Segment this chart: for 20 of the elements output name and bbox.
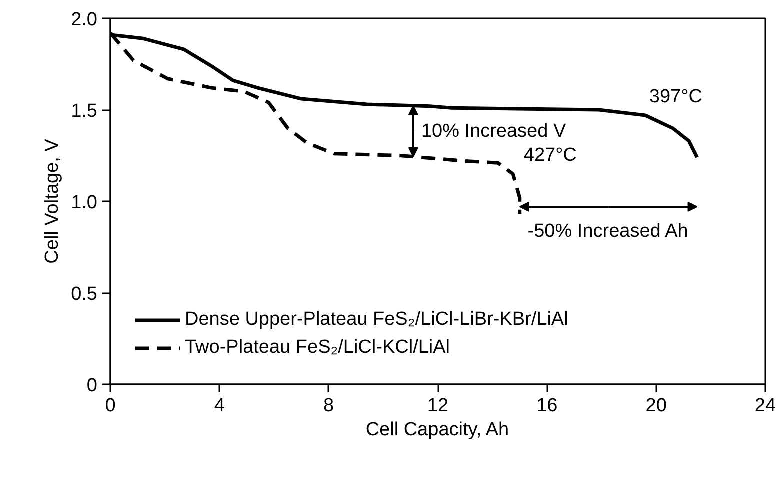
legend-label: Two-Plateau FeS₂/LiCl-KCl/LiAl: [185, 337, 450, 359]
x-tick-label: 16: [536, 396, 558, 416]
y-tick-label: 0.5: [71, 284, 98, 305]
x-tick-label: 12: [427, 396, 449, 416]
y-tick-label: 1.0: [71, 192, 98, 214]
x-tick-label: 24: [754, 396, 776, 416]
x-tick-label: 0: [105, 396, 116, 416]
y-tick-label: 0: [86, 376, 98, 396]
y-axis-title: Cell Voltage, V: [42, 138, 64, 264]
annotation: 397°C: [649, 86, 702, 108]
y-tick-label: 1.5: [71, 101, 98, 122]
annotation: 10% Increased V: [421, 120, 566, 142]
annotation: -50% Increased Ah: [528, 220, 688, 242]
x-tick-label: 4: [214, 396, 226, 416]
x-tick-label: 20: [646, 396, 667, 416]
annotation: 427°C: [524, 145, 577, 166]
legend-label: Dense Upper-Plateau FeS₂/LiCl-LiBr-KBr/LiAl: [185, 309, 568, 331]
x-tick-label: 8: [324, 396, 334, 416]
y-tick-label: 2.0: [71, 10, 98, 30]
x-axis-title: Cell Capacity, Ah: [366, 420, 510, 440]
